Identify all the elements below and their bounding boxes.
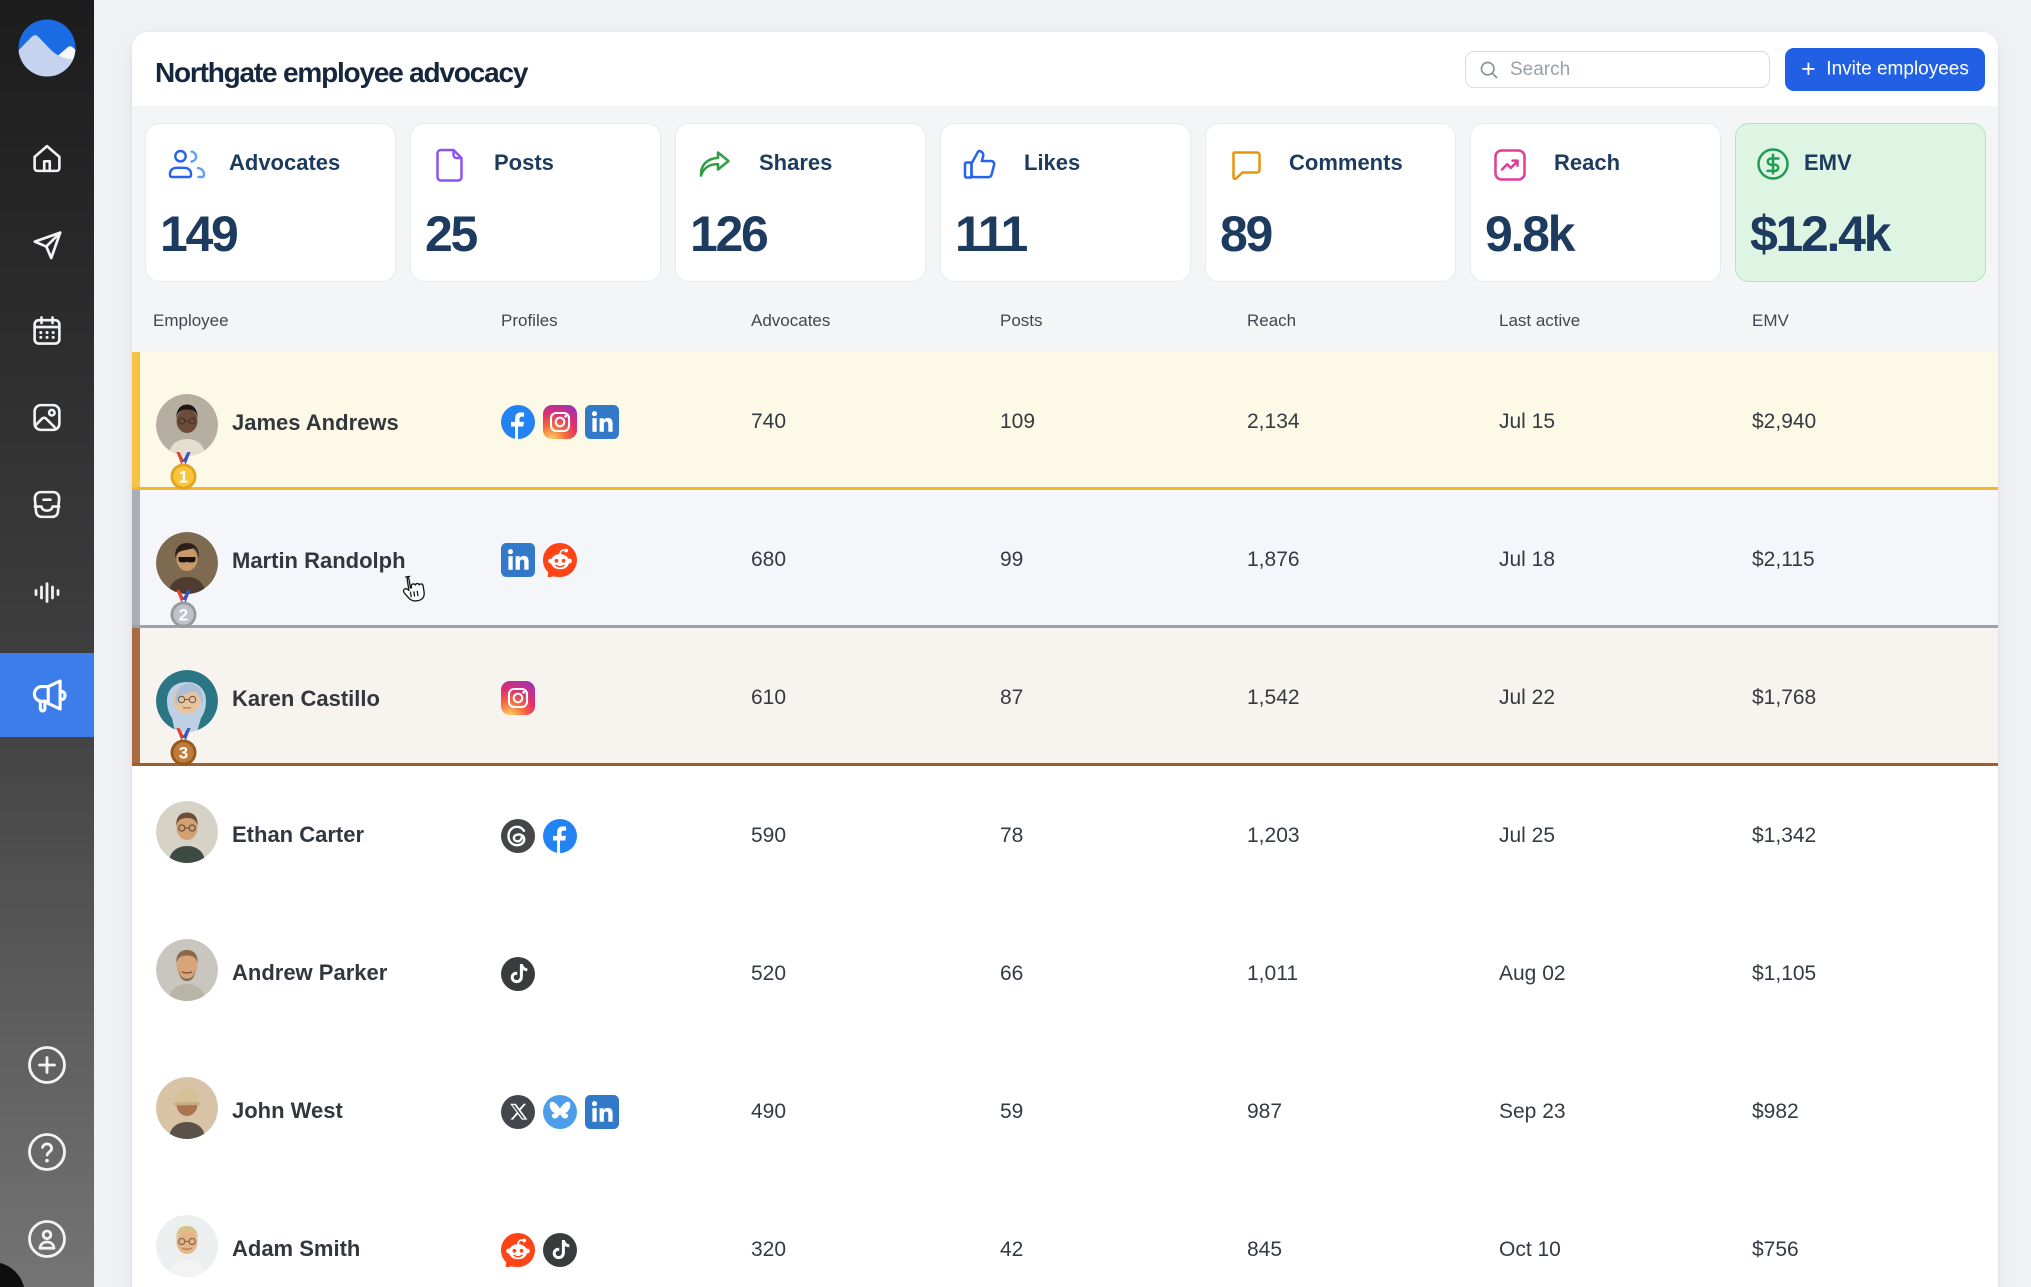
svg-text:3: 3	[179, 744, 188, 763]
svg-text:2: 2	[179, 606, 188, 625]
svg-text:1: 1	[179, 468, 188, 487]
